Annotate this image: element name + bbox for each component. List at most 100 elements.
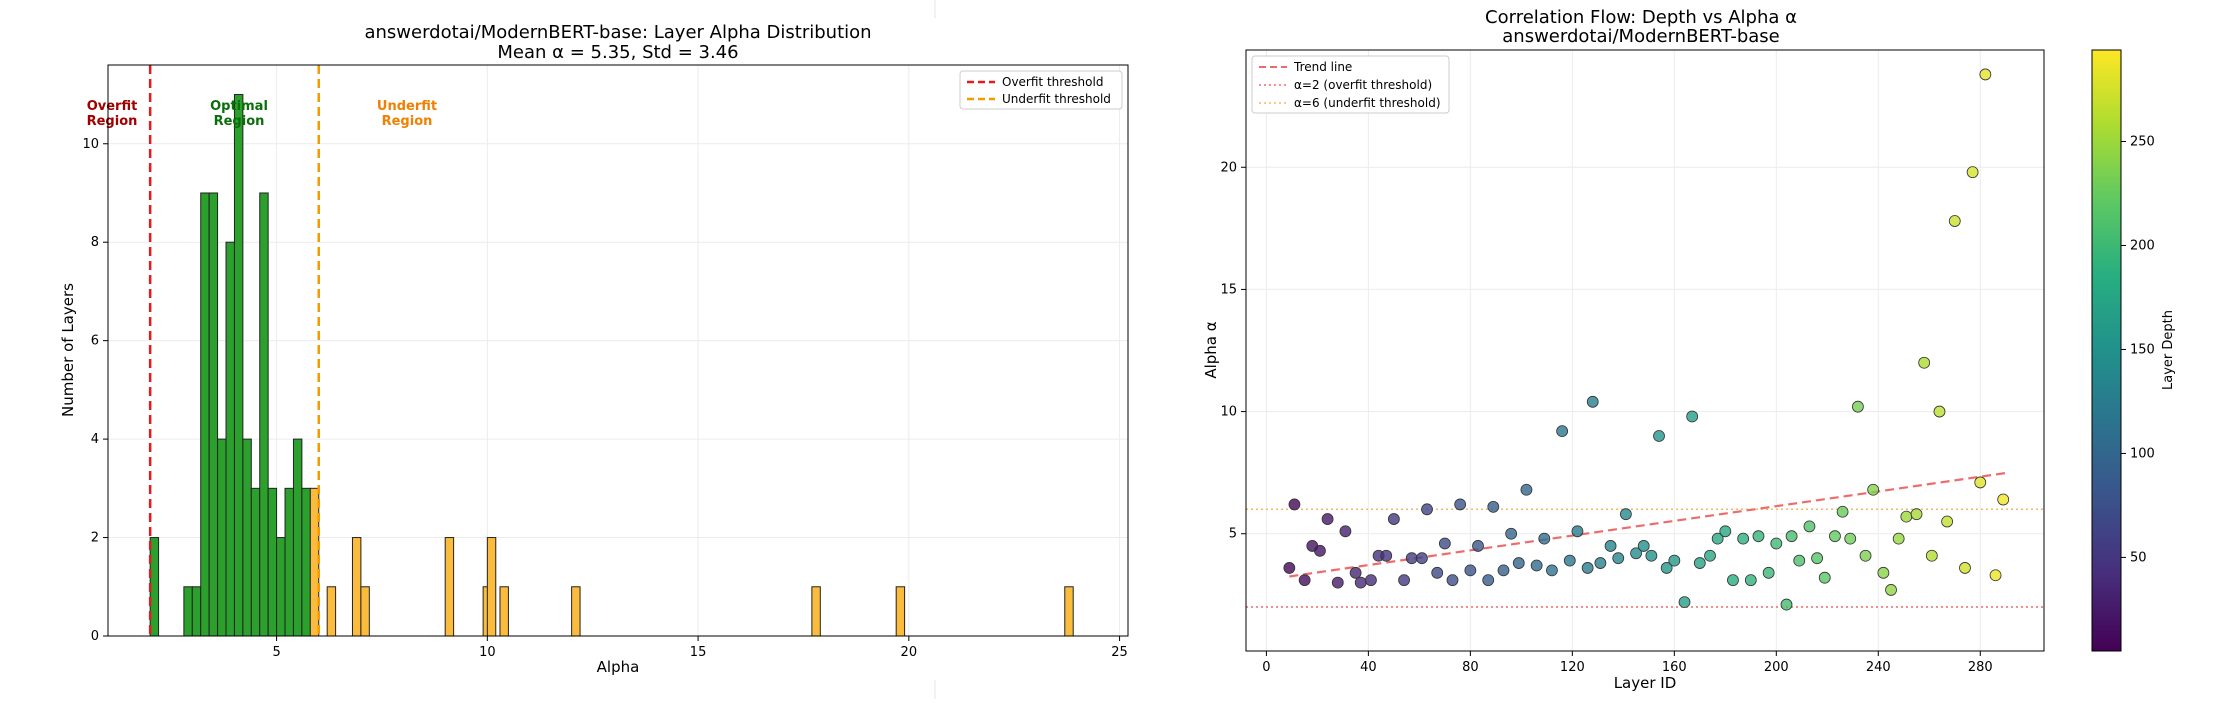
hist-bar: [326, 586, 337, 637]
scatter-point: [1563, 554, 1576, 567]
hist-bar: [444, 537, 455, 637]
scatter-legend-trend-label: Trend line: [1293, 60, 1352, 74]
scatter-point: [1925, 549, 1938, 562]
hist-bar: [301, 487, 311, 637]
scatter-point: [1877, 566, 1890, 579]
scatter-point: [1604, 540, 1617, 552]
scatter-point: [1910, 508, 1923, 521]
scatter-point: [1752, 530, 1765, 543]
colorbar-tick-label: 50: [2130, 550, 2147, 565]
scatter-point: [1867, 483, 1880, 496]
hist-bar: [895, 586, 906, 637]
underfit-region-label: Underfit: [377, 99, 437, 114]
optimal-region-label: Optimal: [210, 99, 268, 114]
scatter-point: [1472, 540, 1484, 552]
scatter-point: [1818, 571, 1831, 584]
hist-y-tick-label: 8: [91, 235, 99, 250]
colorbar-tick-label: 200: [2130, 238, 2155, 253]
scatter-legend-overfit-label: α=2 (overfit threshold): [1294, 78, 1432, 92]
scatter-point: [1331, 576, 1344, 589]
scatter-point: [1288, 498, 1301, 511]
hist-legend-underfit-label: Underfit threshold: [1002, 92, 1111, 106]
scatter-point: [1811, 552, 1823, 565]
scatter-point: [1727, 574, 1739, 587]
scatter-y-tick-label: 10: [1220, 405, 1237, 420]
scatter-x-label: Layer ID: [1614, 674, 1677, 692]
scatter-point: [1836, 505, 1849, 518]
scatter-point: [1678, 596, 1691, 609]
scatter-point: [1612, 552, 1625, 565]
colorbar-gradient: [2091, 49, 2122, 652]
optimal-region-label: Region: [214, 114, 265, 129]
scatter-point: [1619, 508, 1632, 521]
scatter-point: [1594, 557, 1607, 569]
hist-bar: [217, 438, 227, 637]
scatter-point: [1859, 549, 1872, 562]
scatter-point: [1948, 215, 1961, 227]
scatter-point: [1283, 562, 1296, 574]
hist-bar: [183, 586, 193, 637]
scatter-point: [1851, 400, 1864, 413]
hist-x-tick-label: 10: [479, 645, 496, 660]
scatter-point: [1829, 530, 1841, 543]
trend-line: [1289, 471, 2009, 578]
scatter-trend-line: [1289, 471, 2009, 578]
scatter-point: [1645, 549, 1658, 562]
scatter-point: [1349, 566, 1362, 579]
scatter-point: [1630, 547, 1642, 560]
scatter-point: [1892, 532, 1905, 545]
overfit-region-label: Overfit: [87, 99, 138, 114]
hist-bar: [208, 192, 219, 637]
colorbar-label: Layer Depth: [2161, 310, 2176, 390]
scatter-point: [1974, 476, 1987, 489]
hist-y-tick-label: 2: [91, 531, 99, 546]
scatter-title-line2: answerdotai/ModernBERT-base: [1502, 26, 1780, 47]
scatter-y-tick-label: 15: [1220, 282, 1237, 297]
scatter-point: [1762, 566, 1775, 579]
scatter-point: [1387, 513, 1400, 525]
scatter-x-tick-label: 280: [1968, 660, 1993, 675]
colorbar-tick-label: 100: [2130, 446, 2155, 461]
scatter-point: [1365, 574, 1377, 587]
overfit-region-label: Region: [87, 114, 138, 129]
hist-bar: [360, 586, 370, 637]
hist-bar: [200, 192, 210, 637]
scatter-point: [1686, 410, 1699, 423]
scatter-point: [1793, 554, 1806, 567]
hist-x-ticks: 5 10 15 20 25: [272, 636, 1128, 660]
hist-bar: [499, 586, 509, 637]
scatter-point: [1520, 483, 1533, 496]
hist-bar: [1064, 586, 1074, 637]
scatter-point: [1512, 557, 1525, 569]
scatter-point: [1941, 515, 1954, 528]
scatter-x-ticks: 0 40 80 120 160 200 240 280: [1262, 651, 1993, 675]
colorbar-tick-label: 250: [2130, 135, 2155, 150]
scatter-point: [1438, 537, 1451, 550]
scatter-point: [1719, 525, 1732, 538]
scatter-point: [1421, 503, 1433, 516]
hist-legend-overfit-label: Overfit threshold: [1002, 75, 1103, 89]
hist-bar: [284, 487, 294, 637]
scatter-x-tick-label: 160: [1662, 660, 1687, 675]
hist-x-tick-label: 25: [1111, 645, 1128, 660]
hist-x-tick-label: 5: [272, 645, 280, 660]
hist-title: answerdotai/ModernBERT-base: Layer Alpha…: [364, 22, 871, 43]
hist-bar: [250, 487, 261, 637]
scatter-y-ticks: 5 10 15 20: [1220, 160, 1246, 542]
scatter-point: [1321, 513, 1334, 525]
scatter-legend-box: [1251, 55, 1450, 114]
scatter-point: [1900, 510, 1913, 523]
scatter-point: [1979, 68, 1992, 81]
scatter-point: [1586, 395, 1599, 408]
scatter-point: [1314, 544, 1326, 557]
scatter-y-tick-label: 20: [1220, 160, 1237, 175]
scatter-x-tick-label: 240: [1866, 660, 1891, 675]
hist-y-ticks: 0 2 4 6 8 10: [82, 137, 108, 644]
hist-legend-box: [959, 70, 1123, 110]
hist-x-tick-label: 20: [901, 645, 918, 660]
scatter-point: [1416, 552, 1428, 565]
scatter-point: [1497, 564, 1510, 577]
hist-y-tick-label: 10: [82, 137, 99, 152]
scatter-point: [1997, 493, 2010, 506]
scatter-point: [1966, 166, 1979, 179]
